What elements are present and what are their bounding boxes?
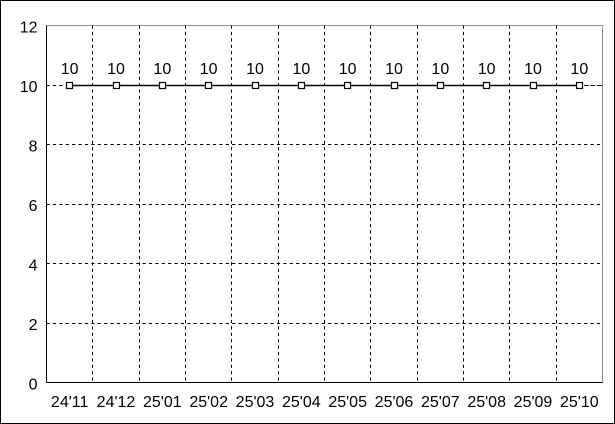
svg-text:25'06: 25'06 bbox=[375, 394, 414, 411]
svg-text:10: 10 bbox=[200, 61, 218, 78]
svg-text:10: 10 bbox=[339, 61, 357, 78]
svg-text:25'03: 25'03 bbox=[236, 394, 275, 411]
svg-text:25'10: 25'10 bbox=[560, 394, 599, 411]
svg-text:10: 10 bbox=[524, 61, 542, 78]
svg-text:12: 12 bbox=[20, 20, 38, 37]
svg-text:10: 10 bbox=[107, 61, 125, 78]
svg-text:10: 10 bbox=[478, 61, 496, 78]
svg-text:0: 0 bbox=[29, 377, 38, 394]
svg-text:25'09: 25'09 bbox=[514, 394, 553, 411]
svg-text:24'11: 24'11 bbox=[51, 394, 89, 411]
svg-text:10: 10 bbox=[431, 61, 449, 78]
svg-text:4: 4 bbox=[29, 258, 38, 275]
svg-text:8: 8 bbox=[29, 139, 38, 156]
svg-text:10: 10 bbox=[385, 61, 403, 78]
svg-text:10: 10 bbox=[61, 61, 79, 78]
svg-text:25'01: 25'01 bbox=[143, 394, 182, 411]
svg-text:10: 10 bbox=[20, 79, 38, 96]
svg-text:10: 10 bbox=[246, 61, 264, 78]
svg-text:25'08: 25'08 bbox=[467, 394, 506, 411]
svg-text:24'12: 24'12 bbox=[97, 394, 136, 411]
svg-text:25'02: 25'02 bbox=[189, 394, 228, 411]
svg-text:6: 6 bbox=[29, 198, 38, 215]
svg-text:10: 10 bbox=[292, 61, 310, 78]
svg-text:2: 2 bbox=[29, 317, 38, 334]
svg-text:10: 10 bbox=[570, 61, 588, 78]
svg-text:25'05: 25'05 bbox=[328, 394, 367, 411]
svg-text:25'04: 25'04 bbox=[282, 394, 321, 411]
svg-text:10: 10 bbox=[153, 61, 171, 78]
svg-text:25'07: 25'07 bbox=[421, 394, 460, 411]
